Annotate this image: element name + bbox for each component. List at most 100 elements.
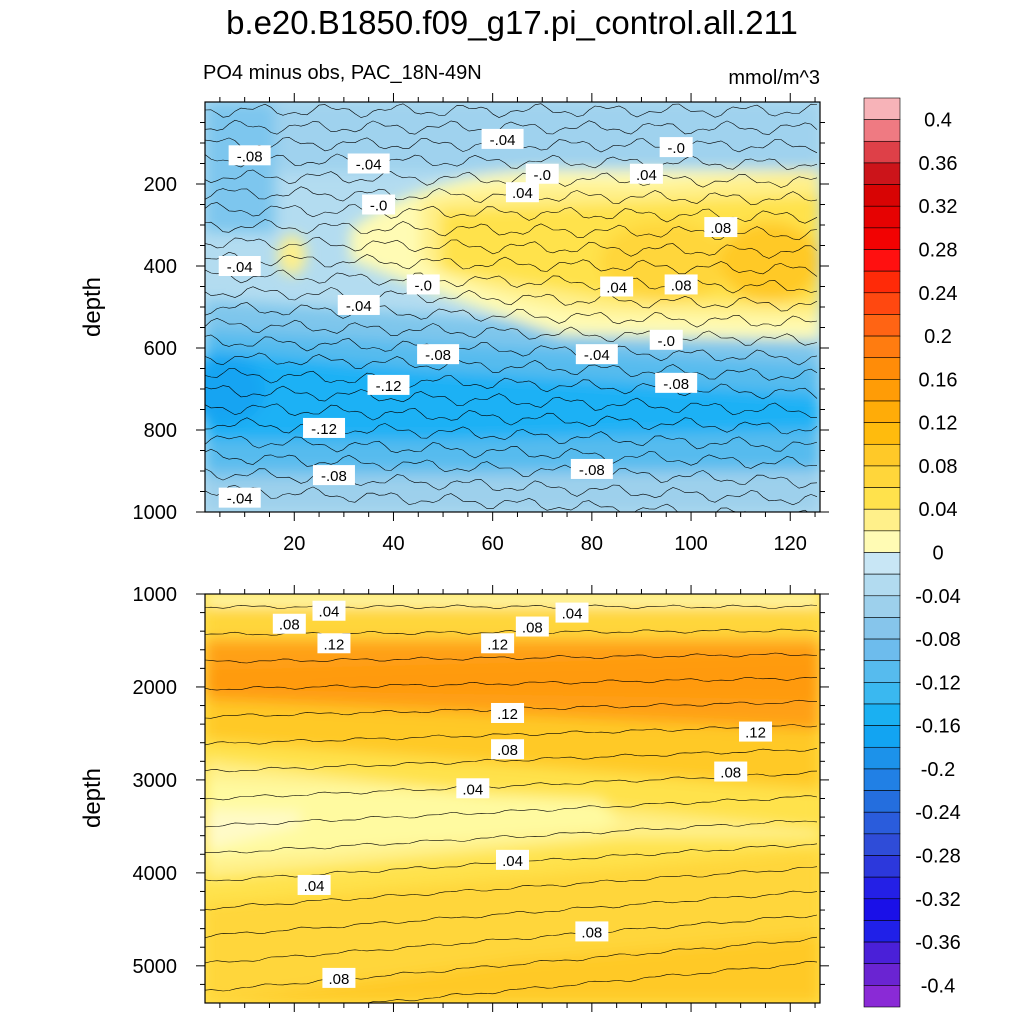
colorbar-box — [863, 660, 901, 683]
colorbar-tick-label: 0.32 — [919, 196, 958, 218]
colorbar-tick-label: -0.28 — [915, 846, 961, 868]
y-tick-label: 600 — [144, 338, 177, 360]
colorbar-box — [863, 357, 901, 380]
contour-label: .08 — [575, 921, 609, 942]
contour-line — [205, 403, 818, 435]
colorbar-tick-label: -0.24 — [915, 802, 961, 824]
colorbar-tick-label: -0.12 — [915, 672, 961, 694]
contour-label: -.08 — [417, 344, 460, 365]
contour-label-text: .04 — [562, 606, 583, 623]
contour-label: .04 — [600, 276, 634, 297]
contour-line — [205, 652, 818, 664]
colorbar-box — [863, 920, 901, 943]
upper-y-tick-labels: 200 400 600 800 1000 — [133, 174, 178, 524]
contour-label: -.08 — [655, 372, 698, 393]
x-tick-label: 20 — [283, 533, 305, 555]
contour-line — [205, 866, 818, 911]
contour-label-box — [515, 616, 549, 637]
colorbar-tick-label: 0.04 — [919, 499, 958, 521]
contour-label: .04 — [505, 182, 539, 203]
contour-line — [205, 317, 818, 346]
colorbar-box — [863, 573, 901, 597]
upper-y-axis-label: depth — [79, 277, 106, 337]
contour-label: -.08 — [570, 458, 613, 479]
contour-label-text: -.04 — [227, 491, 253, 508]
contour-label: -.04 — [481, 128, 524, 149]
colorbar-box — [863, 270, 901, 294]
contour-label-box — [714, 761, 748, 782]
contour-line — [205, 724, 818, 746]
contour-label-text: -.08 — [579, 462, 605, 479]
colorbar-box — [863, 487, 901, 510]
contour-line — [205, 677, 818, 691]
contour-label-text: .04 — [502, 853, 523, 870]
contour-label-box — [575, 344, 618, 365]
y-tick-label: 2000 — [133, 677, 178, 699]
contour-label: -.0 — [649, 329, 683, 350]
colorbar-box — [863, 162, 901, 185]
y-tick-label: 4000 — [133, 863, 178, 885]
contour-label: .08 — [704, 217, 738, 238]
contour-label-text: -.04 — [490, 132, 516, 149]
contour-line — [205, 119, 818, 135]
y-tick-label: 5000 — [133, 956, 178, 978]
contour-label: .12 — [317, 633, 351, 654]
contour-label-box — [456, 778, 490, 799]
lower-mid-band — [205, 740, 820, 830]
colorbar-box — [863, 465, 901, 488]
colorbar-tick-label: 0.2 — [924, 326, 952, 348]
contour-label-box — [272, 613, 306, 634]
contour-label-box — [575, 921, 609, 942]
x-tick-label: 100 — [674, 533, 707, 555]
contour-label-text: .08 — [581, 924, 602, 941]
contour-label-box — [491, 739, 525, 760]
contour-label: .08 — [515, 616, 549, 637]
contour-label-box — [303, 417, 346, 438]
contour-label-box — [505, 182, 539, 203]
contour-label-text: -.12 — [376, 378, 402, 395]
contour-label-box — [481, 128, 524, 149]
contour-label-text: -.08 — [237, 148, 263, 165]
colorbar-box — [863, 379, 901, 402]
units-label: mmol/m^3 — [728, 67, 820, 89]
colorbar-box — [863, 249, 901, 272]
figure-title: b.e20.B1850.f09_g17.pi_control.all.211 — [226, 4, 798, 41]
y-tick-label: 1000 — [133, 584, 178, 606]
contour-label-text: .04 — [304, 878, 325, 895]
lower-contour-labels: .04 .04 .08 .08 .12 .12 .12 .12 .08 .08 .04 .04 .04.… — [272, 600, 773, 988]
contour-label: .08 — [491, 739, 525, 760]
contour-line — [205, 485, 809, 512]
colorbar-box — [863, 985, 901, 1008]
contour-label-text: .04 — [606, 280, 627, 297]
colorbar-box — [863, 119, 901, 142]
contour-label: .12 — [491, 702, 525, 723]
contour-line — [366, 960, 818, 1003]
y-tick-label: 400 — [144, 256, 177, 278]
contour-label-text: -.0 — [414, 277, 432, 294]
lower-field — [205, 594, 820, 1003]
contour-label-text: -.04 — [584, 347, 610, 364]
contour-line — [205, 795, 818, 828]
contour-line — [205, 103, 818, 118]
colorbar-box — [863, 811, 901, 835]
colorbar-box — [863, 508, 901, 532]
contour-label: -.04 — [347, 153, 390, 174]
colorbar-box — [863, 335, 901, 359]
contour-label-box — [600, 276, 634, 297]
colorbar-tick-label: 0.12 — [919, 413, 958, 435]
contour-line — [205, 251, 818, 277]
contour-label-box — [496, 849, 529, 870]
contour-line — [205, 914, 818, 964]
colorbar-box — [863, 876, 901, 900]
contour-label-box — [525, 163, 559, 184]
colorbar-tick-label: 0 — [932, 543, 943, 565]
contour-label-box — [347, 153, 390, 174]
y-tick-label: 3000 — [133, 770, 178, 792]
colorbar-tick-label: -0.08 — [915, 629, 961, 651]
contour-label: -.08 — [228, 145, 271, 166]
contour-label: -.04 — [218, 256, 261, 276]
colorbar-box — [863, 790, 901, 813]
contour-line — [205, 435, 818, 469]
contour-label: .08 — [714, 761, 748, 782]
contour-label-box — [362, 194, 396, 215]
